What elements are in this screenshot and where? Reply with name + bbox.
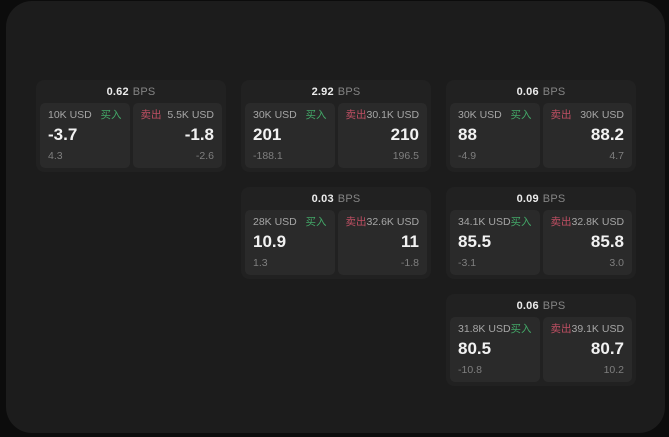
bps-unit-label: BPS (132, 85, 156, 98)
sell-delta: -1.8 (400, 257, 419, 269)
quote-card: 0.09 BPS 34.1K USD 买入 85.5 -3.1 卖出 32.8K… (446, 187, 636, 279)
buy-label: 买入 (510, 323, 532, 335)
bps-header: 0.09 BPS (446, 187, 636, 210)
bps-unit-label: BPS (542, 85, 566, 98)
buy-price: 80.5 (458, 339, 492, 358)
buy-price: 10.9 (253, 232, 287, 251)
sell-label: 卖出 (345, 216, 367, 228)
bps-value: 0.06 (516, 299, 539, 312)
buy-label: 买入 (305, 109, 327, 121)
bps-header: 0.03 BPS (241, 187, 431, 210)
quote-card: 2.92 BPS 30K USD 买入 201 -188.1 卖出 30.1K … (241, 80, 431, 172)
sell-label: 卖出 (345, 109, 367, 121)
sell-delta: 4.7 (609, 150, 624, 162)
sell-notional: 32.8K USD (571, 216, 625, 228)
sell-notional: 30K USD (580, 109, 624, 121)
bps-value: 0.09 (516, 192, 539, 205)
buy-delta: -10.8 (458, 364, 482, 376)
sell-tile[interactable]: 卖出 39.1K USD 80.7 10.2 (542, 317, 632, 382)
bps-unit-label: BPS (542, 192, 566, 205)
sell-delta: 3.0 (609, 257, 624, 269)
buy-tile[interactable]: 30K USD 买入 88 -4.9 (450, 103, 540, 168)
bps-value: 0.62 (106, 85, 129, 98)
buy-delta: -3.1 (458, 257, 477, 269)
sell-price: 11 (401, 232, 419, 251)
bps-unit-label: BPS (542, 299, 566, 312)
sell-delta: 196.5 (392, 150, 419, 162)
buy-notional: 10K USD (48, 109, 92, 121)
bps-header: 0.62 BPS (36, 80, 226, 103)
sell-tile[interactable]: 卖出 32.6K USD 11 -1.8 (337, 210, 427, 275)
buy-delta: 1.3 (253, 257, 268, 269)
bps-unit-label: BPS (337, 192, 361, 205)
bps-header: 0.06 BPS (446, 80, 636, 103)
sell-delta: 10.2 (603, 364, 624, 376)
bps-unit-label: BPS (337, 85, 361, 98)
buy-notional: 30K USD (253, 109, 297, 121)
buy-label: 买入 (100, 109, 122, 121)
sell-notional: 30.1K USD (366, 109, 420, 121)
sell-delta: -2.6 (195, 150, 214, 162)
sell-price: 85.8 (590, 232, 624, 251)
sell-label: 卖出 (550, 109, 572, 121)
buy-tile[interactable]: 34.1K USD 买入 85.5 -3.1 (450, 210, 540, 275)
bps-value: 2.92 (311, 85, 334, 98)
buy-notional: 30K USD (458, 109, 502, 121)
quote-card: 0.06 BPS 31.8K USD 买入 80.5 -10.8 卖出 39.1… (446, 294, 636, 386)
sell-tile[interactable]: 卖出 32.8K USD 85.8 3.0 (542, 210, 632, 275)
buy-delta: 4.3 (48, 150, 63, 162)
sell-price: 80.7 (590, 339, 624, 358)
bps-value: 0.03 (311, 192, 334, 205)
sell-tile[interactable]: 卖出 5.5K USD -1.8 -2.6 (132, 103, 222, 168)
buy-delta: -4.9 (458, 150, 477, 162)
buy-notional: 28K USD (253, 216, 297, 228)
sell-price: 210 (390, 125, 419, 144)
quote-card: 0.06 BPS 30K USD 买入 88 -4.9 卖出 30K USD 8… (446, 80, 636, 172)
sell-notional: 39.1K USD (571, 323, 625, 335)
sell-price: -1.8 (184, 125, 214, 144)
sell-label: 卖出 (550, 323, 572, 335)
buy-label: 买入 (510, 216, 532, 228)
buy-price: 85.5 (458, 232, 492, 251)
buy-price: -3.7 (48, 125, 78, 144)
app-window: 0.62 BPS 10K USD 买入 -3.7 4.3 卖出 5.5K USD… (6, 1, 665, 433)
buy-label: 买入 (510, 109, 532, 121)
buy-label: 买入 (305, 216, 327, 228)
sell-price: 88.2 (590, 125, 624, 144)
quote-card: 0.03 BPS 28K USD 买入 10.9 1.3 卖出 32.6K US… (241, 187, 431, 279)
sell-tile[interactable]: 卖出 30.1K USD 210 196.5 (337, 103, 427, 168)
buy-price: 201 (253, 125, 282, 144)
bps-header: 2.92 BPS (241, 80, 431, 103)
buy-price: 88 (458, 125, 477, 144)
quote-card: 0.62 BPS 10K USD 买入 -3.7 4.3 卖出 5.5K USD… (36, 80, 226, 172)
buy-tile[interactable]: 31.8K USD 买入 80.5 -10.8 (450, 317, 540, 382)
bps-header: 0.06 BPS (446, 294, 636, 317)
bps-value: 0.06 (516, 85, 539, 98)
sell-tile[interactable]: 卖出 30K USD 88.2 4.7 (542, 103, 632, 168)
sell-notional: 5.5K USD (167, 109, 214, 121)
buy-notional: 34.1K USD (458, 216, 511, 228)
sell-notional: 32.6K USD (366, 216, 420, 228)
buy-tile[interactable]: 10K USD 买入 -3.7 4.3 (40, 103, 130, 168)
buy-tile[interactable]: 28K USD 买入 10.9 1.3 (245, 210, 335, 275)
buy-delta: -188.1 (253, 150, 283, 162)
buy-notional: 31.8K USD (458, 323, 511, 335)
sell-label: 卖出 (140, 109, 162, 121)
sell-label: 卖出 (550, 216, 572, 228)
buy-tile[interactable]: 30K USD 买入 201 -188.1 (245, 103, 335, 168)
